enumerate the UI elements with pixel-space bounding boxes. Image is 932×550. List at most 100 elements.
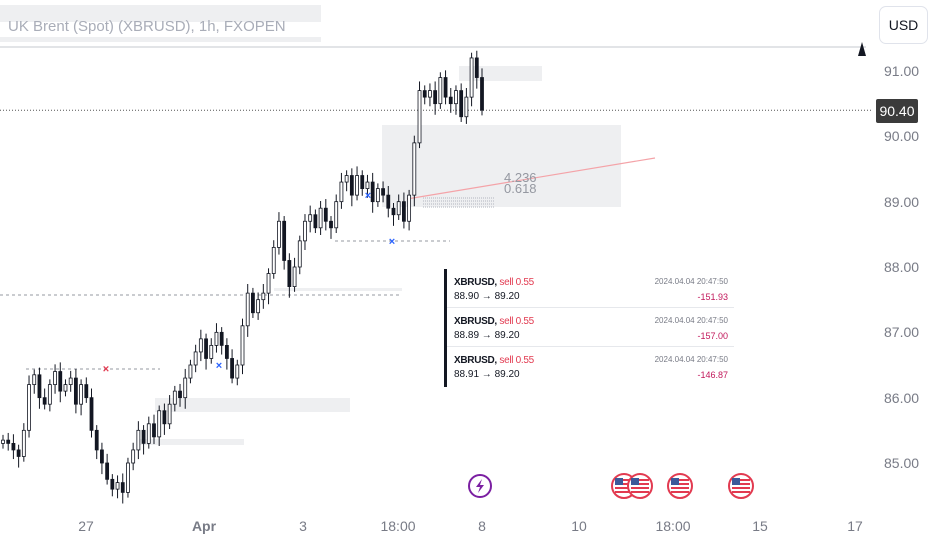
candle: [318, 207, 323, 229]
flag-stripe: [631, 487, 649, 489]
price-tick: 90.00: [884, 128, 920, 145]
candle: [79, 384, 83, 405]
time-tick: 3: [299, 518, 307, 534]
candle: [381, 188, 385, 196]
candle: [443, 77, 448, 98]
trade-prices: 88.91 → 89.20: [454, 369, 520, 380]
price-tick: 89.00: [884, 193, 920, 210]
zone-line: [274, 288, 402, 291]
price-tick: 85.00: [884, 455, 920, 471]
trade-side: sell 0.55: [499, 355, 534, 366]
symbol-title[interactable]: UK Brent (Spot) (XBRUSD), 1h, FXOPEN: [8, 18, 286, 35]
zone-box-low2: [140, 439, 244, 445]
candle: [396, 201, 401, 216]
candle: [433, 90, 438, 105]
candle: [84, 384, 89, 399]
trade-row[interactable]: XBRUSD, sell 0.55 88.89 → 89.20 2024.04.…: [447, 308, 734, 347]
candle: [68, 377, 73, 386]
title-highlight-bottom: [0, 37, 321, 42]
candle: [412, 142, 417, 196]
candle: [438, 77, 443, 105]
candle: [224, 344, 229, 359]
price-tick: 91.00: [884, 63, 920, 79]
fib-label-lower: 0.618: [504, 181, 537, 196]
fib-labels: 4.236 0.618: [504, 171, 537, 196]
candle: [110, 478, 115, 490]
candle: [391, 207, 396, 216]
candle: [183, 377, 188, 399]
candle: [402, 201, 406, 222]
flag-stripe: [732, 491, 750, 493]
candle: [292, 266, 297, 288]
candle: [94, 429, 99, 451]
candle: [126, 462, 130, 493]
candle: [339, 181, 344, 203]
candle: [469, 57, 474, 98]
trade-row[interactable]: XBRUSD, sell 0.55 88.91 → 89.20 2024.04.…: [447, 347, 734, 386]
candle: [329, 220, 333, 229]
candle: [277, 220, 281, 248]
candle: [360, 175, 365, 190]
candle: [115, 482, 120, 490]
trendline: [406, 157, 656, 200]
currency-button[interactable]: USD: [879, 6, 928, 44]
candle: [240, 325, 245, 366]
chart-marker-icon: [858, 42, 866, 56]
candle: [167, 403, 172, 425]
candle: [178, 390, 182, 399]
candle: [136, 429, 141, 451]
candle: [58, 371, 63, 392]
flag-stripe: [732, 479, 750, 481]
trade-symbol: XBRUSD,: [454, 355, 497, 366]
candle: [308, 214, 313, 222]
flag-canton: [615, 478, 623, 485]
flag-stripe: [732, 487, 750, 489]
trade-time: 2024.04.04 20:47:50: [654, 316, 728, 325]
trade-pnl: -146.87: [697, 370, 728, 380]
time-tick: 17: [847, 518, 863, 534]
trade-time: 2024.04.04 20:47:50: [654, 277, 728, 286]
candle: [297, 240, 302, 268]
price-tick: 88.00: [884, 259, 920, 275]
time-tick: 8: [478, 518, 486, 534]
trades-panel[interactable]: XBRUSD, sell 0.55 88.90 → 89.20 2024.04.…: [444, 269, 734, 387]
zone-box-low: [155, 398, 350, 412]
candle: [349, 175, 354, 196]
trade-row[interactable]: XBRUSD, sell 0.55 88.90 → 89.20 2024.04.…: [447, 269, 734, 308]
candle: [209, 344, 214, 359]
candle: [131, 449, 136, 464]
flag-stripe: [631, 483, 649, 485]
flag-stripe: [671, 491, 689, 493]
zone-box: [382, 125, 621, 207]
flag-stripe: [671, 487, 689, 489]
candle: [42, 397, 47, 405]
candle: [480, 77, 484, 111]
candle: [37, 374, 42, 399]
price-tick: 86.00: [884, 389, 920, 406]
candle: [375, 188, 380, 203]
candle: [16, 449, 21, 457]
candle: [73, 377, 78, 405]
trade-side: sell 0.55: [499, 316, 534, 327]
price-tick: 87.00: [884, 324, 920, 341]
candle: [271, 246, 276, 274]
us-flag-icon: [667, 473, 693, 499]
flag-stripe: [631, 491, 649, 493]
trade-symbol: XBRUSD,: [454, 277, 497, 288]
candle: [261, 292, 266, 301]
candle: [235, 364, 240, 379]
trade-marker: ×: [216, 360, 222, 372]
candle: [313, 214, 318, 229]
flag-stripe: [615, 483, 633, 485]
candle: [47, 384, 52, 405]
candle: [63, 384, 68, 392]
candle: [157, 410, 162, 438]
candle: [417, 90, 422, 144]
candle: [464, 96, 469, 118]
flag-stripe: [615, 487, 633, 489]
candle: [105, 462, 110, 480]
candle: [266, 273, 271, 294]
trade-marker: ×: [103, 363, 109, 375]
candle: [100, 449, 104, 464]
